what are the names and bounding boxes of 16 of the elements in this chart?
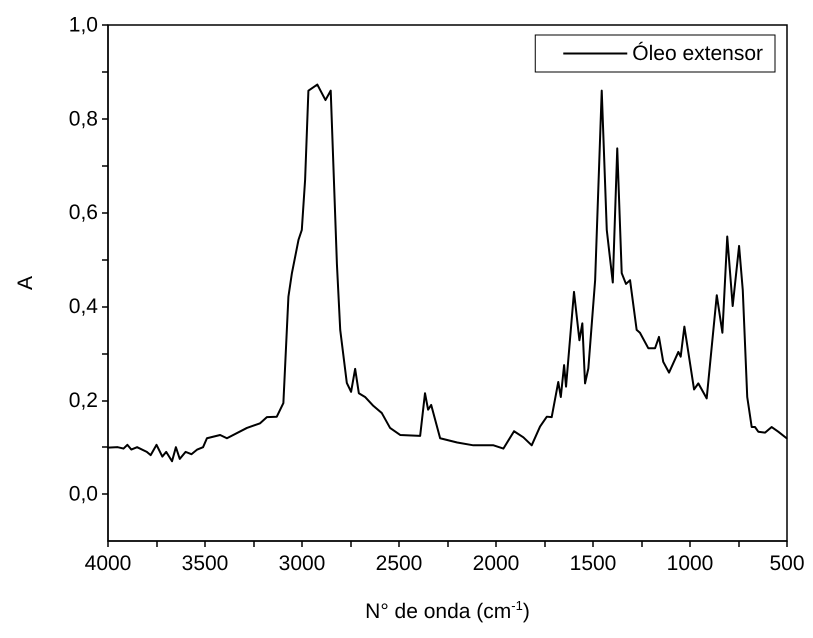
x-tick-label: 2500 <box>376 552 422 575</box>
x-tick-label: 2000 <box>472 552 520 575</box>
x-tick-label: 4000 <box>84 552 132 575</box>
y-tick-label: 0,2 <box>68 388 98 412</box>
y-tick-label: 0,0 <box>68 482 98 506</box>
y-tick-label: 0,4 <box>68 294 98 318</box>
y-axis-title: A <box>14 276 37 290</box>
y-tick-label: 0,6 <box>68 201 98 224</box>
x-tick-label: 3500 <box>182 552 228 575</box>
y-tick-label: 0,8 <box>68 107 98 130</box>
x-tick-label: 500 <box>769 552 805 575</box>
legend-label: Óleo extensor <box>632 41 764 65</box>
y-tick-label: 1,0 <box>68 14 98 36</box>
x-tick-label: 1000 <box>666 552 714 575</box>
x-tick-label: 1500 <box>570 552 616 575</box>
x-tick-label: 3000 <box>278 552 326 575</box>
